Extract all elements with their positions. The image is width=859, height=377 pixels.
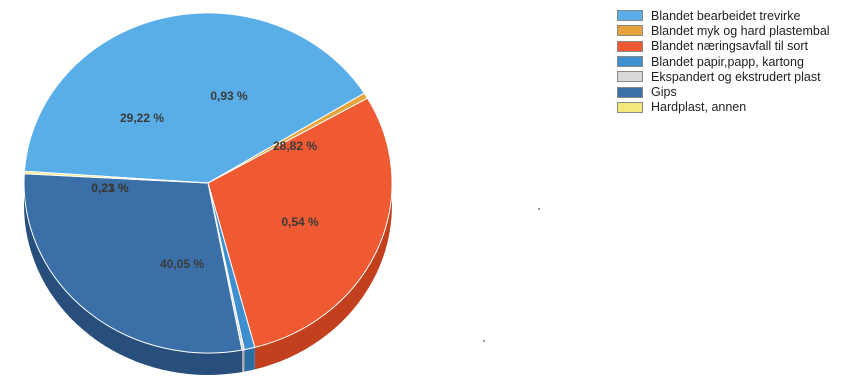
legend-swatch: [617, 25, 643, 37]
pie-slice-gips: [23, 173, 243, 354]
legend-label: Blandet bearbeidet trevirke: [651, 8, 801, 23]
legend-item: Blandet myk og hard plastembal: [617, 23, 830, 38]
legend-swatch: [617, 101, 643, 113]
slice-label-gips: 28,82 %: [273, 139, 317, 153]
legend-label: Blandet myk og hard plastembal: [651, 23, 830, 38]
chart-legend: Blandet bearbeidet trevirke Blandet myk o…: [617, 8, 830, 115]
legend-item: Blandet papir,papp, kartong: [617, 54, 830, 69]
scan-speck: [483, 340, 485, 342]
legend-item: Blandet bearbeidet trevirke: [617, 8, 830, 23]
pie-side-ekspandert-og-ekstrudert-plast: [242, 349, 245, 373]
legend-item: Ekspandert og ekstrudert plast: [617, 69, 830, 84]
pie-slice-hardplast-annen: [23, 170, 209, 184]
legend-label: Blandet næringsavfall til sort: [651, 39, 809, 54]
slice-label-blandet-bearbeidet-trevirke: 40,05 %: [160, 257, 204, 271]
scan-speck: [538, 208, 540, 210]
legend-swatch: [617, 56, 643, 68]
pie-side-blandet-n-ringsavfall-til-sort: [254, 187, 392, 370]
legend-item: Gips: [617, 84, 830, 99]
legend-swatch: [617, 86, 643, 98]
legend-label: Ekspandert og ekstrudert plast: [651, 69, 821, 84]
pie-side-blandet-papir-papp-kartong: [244, 347, 255, 372]
legend-label: Gips: [651, 85, 677, 100]
pie-chart: 40,05 % 0,54 % 29,22 % 0,93 % 0,21 % 28,82 % 0…: [23, 12, 393, 375]
slice-label-hardplast-annen: 0,23 %: [91, 181, 129, 195]
pie-slice-blandet-bearbeidet-trevirke: [23, 12, 365, 184]
slice-label-blandet-myk-og-hard-plastemballasje: 0,54 %: [281, 215, 319, 229]
legend-label: Blandet papir,papp, kartong: [651, 54, 804, 69]
pie-slice-labels: 40,05 % 0,54 % 29,22 % 0,93 % 0,21 % 28,82 % 0…: [91, 89, 319, 271]
legend-item: Blandet næringsavfall til sort: [617, 39, 830, 54]
legend-item: Hardplast, annen: [617, 100, 830, 115]
pie-side-gips: [24, 182, 242, 375]
legend-swatch: [617, 71, 643, 83]
pie-3d-sides: [24, 182, 392, 375]
pie-slice-blandet-n-ringsavfall-til-sort: [207, 97, 393, 348]
legend-label: Hardplast, annen: [651, 100, 747, 115]
slice-label-blandet-papir-papp-kartong: 0,93 %: [210, 89, 248, 103]
legend-swatch: [617, 40, 643, 52]
pie-slices: [23, 12, 393, 354]
slice-label-blandet-n-ringsavfall-til-sort: 29,22 %: [120, 111, 164, 125]
slice-label-ekspandert-og-ekstrudert-plast: 0,21 %: [91, 181, 129, 195]
legend-swatch: [617, 10, 643, 22]
